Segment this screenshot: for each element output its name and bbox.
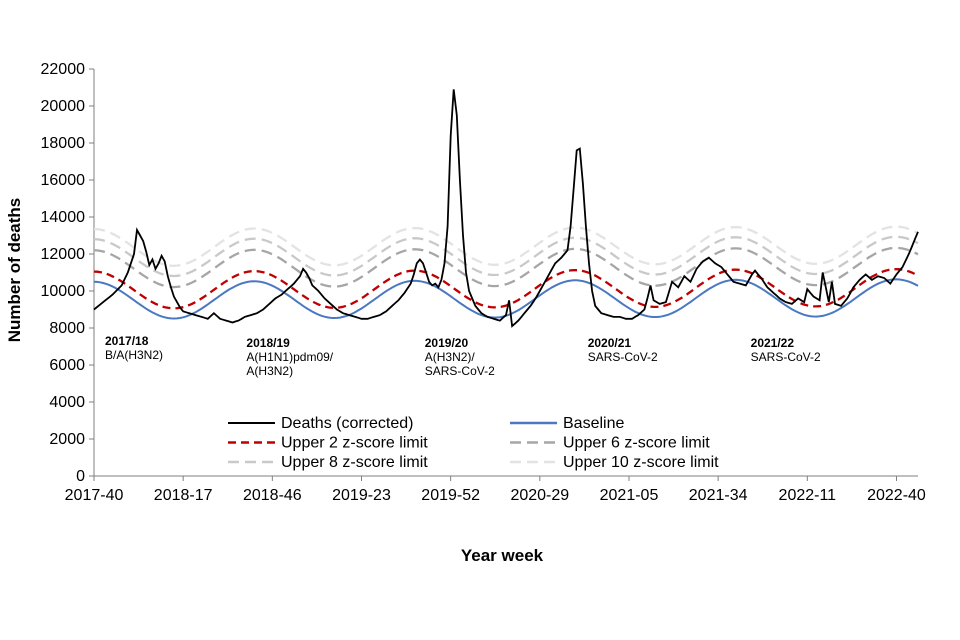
y-tick-label: 10000 [41, 283, 86, 300]
season-label-year: 2020/21 [588, 336, 632, 350]
legend: Deaths (corrected) Baseline Upper 2 z-scor… [228, 415, 719, 471]
x-tick-label: 2022-40 [867, 487, 926, 504]
season-label-year: 2019/20 [425, 336, 469, 350]
series-line-z10 [93, 225, 919, 267]
y-tick-label: 6000 [49, 357, 85, 374]
season-label-virus: A(H1N1)pdm09/ [246, 350, 333, 364]
legend-label-deaths: Deaths (corrected) [281, 415, 414, 432]
y-tick-label: 20000 [41, 98, 86, 115]
series-line-deaths [93, 89, 919, 328]
x-tick-label: 2022-11 [779, 487, 837, 504]
series-lines [93, 89, 919, 328]
y-tick-label: 16000 [41, 172, 86, 189]
series-line-z6 [93, 246, 919, 289]
season-label-virus: B/A(H3N2) [105, 348, 163, 362]
y-axis-ticks: 0 2000 4000 6000 8000 10000 12000 14000 16000 180… [41, 61, 94, 485]
x-axis-ticks: 2017-40 2018-17 2018-46 2019-23 2019-52 2020-… [65, 476, 926, 504]
season-annotations: 2017/18B/A(H3N2) 2018/19A(H1N1)pdm09/A(H3… [105, 334, 821, 378]
x-tick-label: 2020-29 [510, 487, 569, 504]
season-label-virus: A(H3N2) [246, 364, 293, 378]
season-label-virus: SARS-CoV-2 [588, 350, 658, 364]
y-tick-label: 18000 [41, 135, 86, 152]
y-tick-label: 14000 [41, 209, 86, 226]
season-label-virus: SARS-CoV-2 [425, 364, 495, 378]
y-tick-label: 22000 [41, 61, 86, 78]
y-tick-label: 2000 [49, 431, 85, 448]
y-axis-title: Number of deaths [5, 198, 24, 343]
legend-label-baseline: Baseline [563, 415, 624, 432]
season-label-year: 2018/19 [246, 336, 290, 350]
legend-label-z10: Upper 10 z-score limit [563, 454, 719, 471]
legend-label-z6: Upper 6 z-score limit [563, 435, 710, 452]
series-line-z8 [93, 235, 919, 278]
season-label-virus: A(H3N2)/ [425, 350, 476, 364]
season-label-year: 2021/22 [751, 336, 795, 350]
legend-label-z2: Upper 2 z-score limit [281, 435, 428, 452]
x-tick-label: 2018-46 [243, 487, 302, 504]
x-tick-label: 2018-17 [154, 487, 213, 504]
season-label-year: 2017/18 [105, 334, 149, 348]
x-tick-label: 2019-52 [421, 487, 480, 504]
x-tick-label: 2021-34 [689, 487, 748, 504]
y-tick-label: 0 [76, 468, 85, 485]
x-axis-title: Year week [461, 546, 544, 565]
legend-label-z8: Upper 8 z-score limit [281, 454, 428, 471]
y-tick-label: 4000 [49, 394, 85, 411]
x-tick-label: 2017-40 [65, 487, 124, 504]
series-line-z2 [93, 268, 919, 310]
x-tick-label: 2019-23 [332, 487, 391, 504]
season-label-virus: SARS-CoV-2 [751, 350, 821, 364]
x-tick-label: 2021-05 [600, 487, 659, 504]
y-tick-label: 8000 [49, 320, 85, 337]
y-tick-label: 12000 [41, 246, 86, 263]
